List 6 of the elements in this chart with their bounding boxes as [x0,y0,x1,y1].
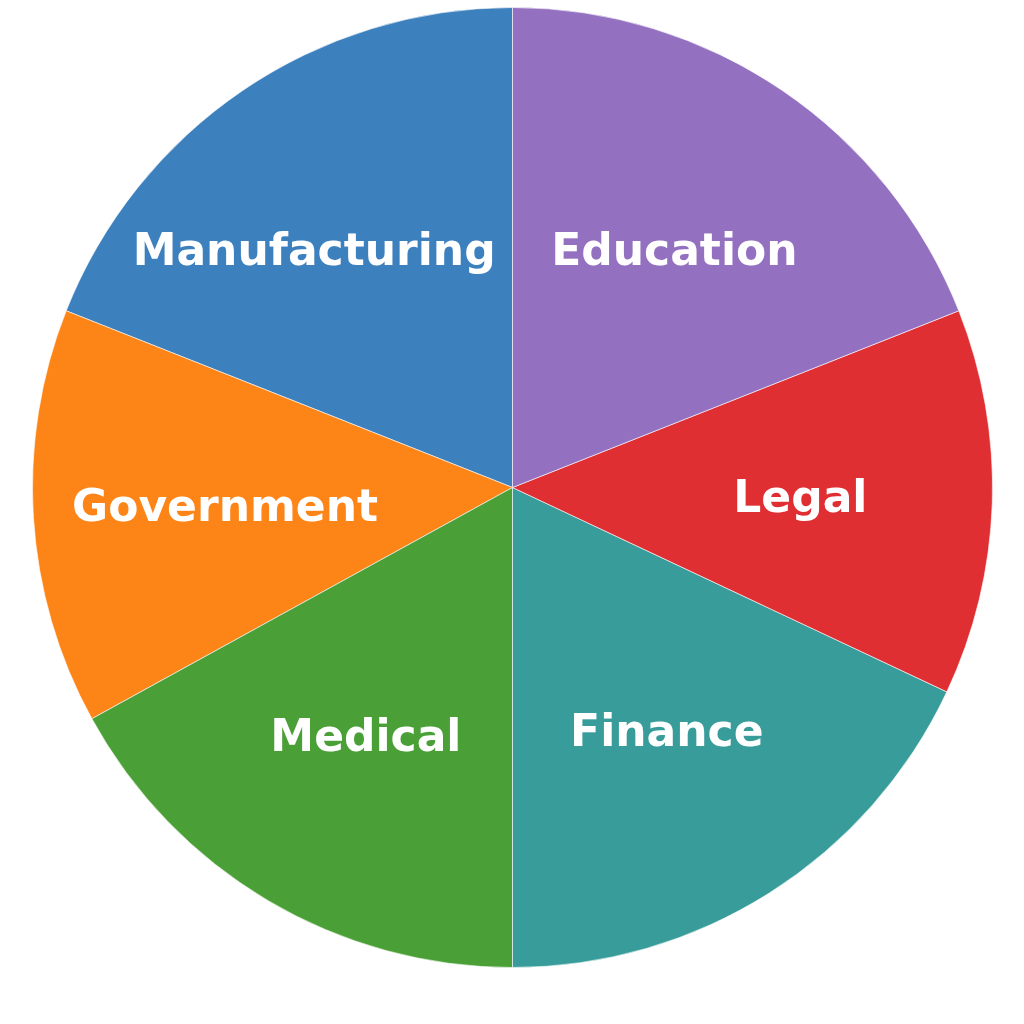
slice-label: Finance [570,705,764,757]
slice-label: Manufacturing [132,223,496,275]
slice-label: Legal [733,471,868,523]
slice-label: Medical [270,709,462,761]
slice-label: Education [551,223,798,275]
slice-label: Government [72,480,379,532]
